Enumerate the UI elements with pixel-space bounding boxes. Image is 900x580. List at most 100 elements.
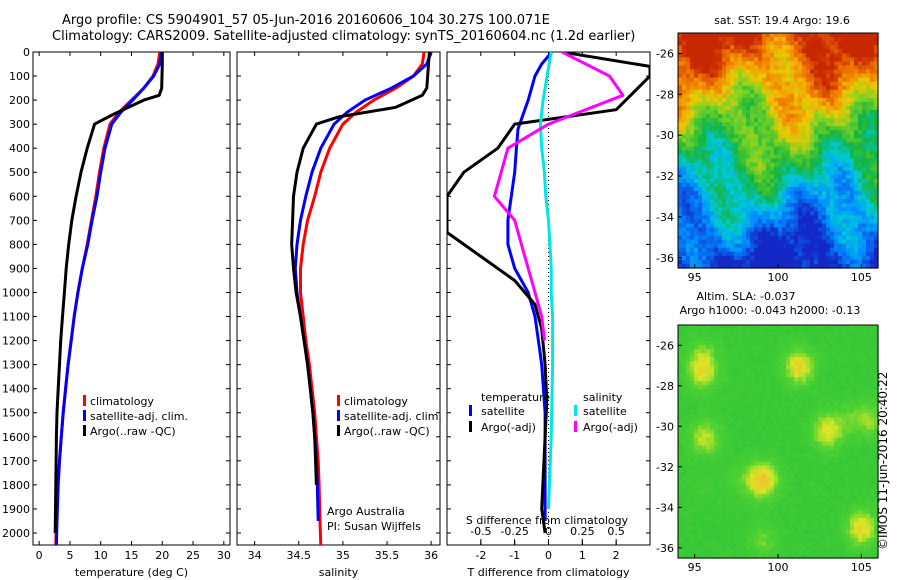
map-y-tick-label: -26 — [656, 339, 674, 352]
legend-label: climatology — [344, 395, 408, 408]
legend-swatch — [469, 421, 472, 432]
x-tick-label: 1 — [579, 549, 586, 562]
sla-map-panel: 95 100 105 -26 -28 -30 -32 -34 -36 Altim. SLA: -0… — [656, 290, 879, 574]
x2-axis-label: S difference from climatology — [466, 514, 629, 527]
y-tick-label: 1800 — [2, 479, 30, 492]
x2-tick-label: 0 — [545, 525, 552, 538]
legend-label: climatology — [90, 395, 154, 408]
y-tick-label: 0 — [23, 46, 30, 59]
plot-frame — [32, 51, 231, 546]
y-tick-label: 900 — [9, 262, 30, 275]
x-tick-label: 35 — [336, 549, 350, 562]
x2-tick-label: -0.25 — [500, 525, 528, 538]
series-line-3 — [492, 52, 625, 341]
y-tick-label: 1900 — [2, 503, 30, 516]
series-line-2 — [53, 52, 164, 534]
x-tick-label: 25 — [186, 549, 200, 562]
x-axis-label: temperature (deg C) — [75, 566, 188, 579]
difference-panel: -2 -1 0 1 2 T difference from climatology -0.5… — [446, 51, 651, 579]
annotation-text: Argo Australia — [327, 505, 405, 518]
map-x-tick-label: 95 — [688, 271, 702, 284]
title-line-1: Argo profile: CS 5904901_57 05-Jun-2016 … — [62, 13, 550, 28]
x-tick-label: 0 — [545, 549, 552, 562]
legend-swatch — [337, 425, 340, 436]
legend-label: temperature — [481, 391, 550, 404]
x-tick-label: -2 — [475, 549, 486, 562]
map-y-tick-label: -26 — [656, 47, 674, 60]
map-x-tick-label: 100 — [768, 561, 789, 574]
x2-tick-label: 0.5 — [607, 525, 625, 538]
map-x-tick-label: 95 — [688, 561, 702, 574]
x-axis-label: T difference from climatology — [467, 566, 630, 579]
map-title: sat. SST: 19.4 Argo: 19.6 — [714, 14, 850, 27]
y-tick-label: 600 — [9, 190, 30, 203]
x-tick-label: 2 — [613, 549, 620, 562]
x-tick-label: 15 — [125, 549, 139, 562]
map-y-tick-label: -32 — [656, 170, 674, 183]
map-y-tick-label: -36 — [656, 252, 674, 265]
plot-frame — [446, 51, 651, 546]
x-tick-label: 34.5 — [287, 549, 312, 562]
annotation-text: PI: Susan Wijffels — [327, 520, 421, 533]
map-x-tick-label: 105 — [851, 271, 872, 284]
y-tick-label: 1400 — [2, 383, 30, 396]
legend-swatch — [574, 405, 577, 416]
legend-swatch — [83, 410, 86, 421]
x2-tick-label: -0.5 — [470, 525, 491, 538]
y-tick-label: 1300 — [2, 359, 30, 372]
y-tick-label: 200 — [9, 94, 30, 107]
x-tick-label: 5 — [66, 549, 73, 562]
map-x-tick-label: 100 — [768, 271, 789, 284]
y-tick-label: 1700 — [2, 455, 30, 468]
legend-label: satellite-adj. clim. — [344, 410, 442, 423]
series-line-2 — [290, 52, 431, 485]
legend-label: Argo(..raw -QC) — [344, 425, 430, 438]
legend-label: satellite-adj. clim. — [90, 410, 188, 423]
x-tick-label: 0 — [36, 549, 43, 562]
map-y-tick-label: -30 — [656, 420, 674, 433]
legend-label: satellite — [481, 405, 525, 418]
series-line-1 — [447, 52, 650, 534]
x-tick-label: 35.5 — [375, 549, 400, 562]
series-line-2 — [538, 52, 555, 509]
map-y-tick-label: -34 — [656, 211, 674, 224]
x-tick-label: 30 — [217, 549, 231, 562]
series-line-0 — [299, 52, 426, 545]
y-tick-label: 100 — [9, 70, 30, 83]
x-tick-label: 36 — [424, 549, 438, 562]
legend-label: Argo(-adj) — [481, 421, 536, 434]
y-tick-label: 2000 — [2, 527, 30, 540]
plot-frame — [236, 51, 441, 546]
series-line-1 — [54, 52, 163, 545]
map-subtitle: Argo h1000: -0.043 h2000: -0.13 — [680, 304, 861, 317]
temperature-panel: 0100200300400500600700800900100011001200… — [2, 46, 231, 579]
x-tick-label: 10 — [94, 549, 108, 562]
legend-swatch — [337, 410, 340, 421]
salinity-panel: 34 34.5 35 35.5 36 salinity climatology satelli… — [236, 51, 442, 579]
y-tick-label: 1100 — [2, 311, 30, 324]
map-title: Altim. SLA: -0.037 — [696, 290, 795, 303]
map-y-tick-label: -28 — [656, 380, 674, 393]
legend-swatch — [83, 425, 86, 436]
map-y-tick-label: -34 — [656, 501, 674, 514]
y-tick-label: 700 — [9, 214, 30, 227]
sst-map-panel: 95 100 105 -26 -28 -30 -32 -34 -36 sat. SST: 19.4… — [656, 14, 879, 284]
legend-swatch — [574, 421, 577, 432]
legend-swatch — [83, 395, 86, 406]
y-tick-label: 1600 — [2, 431, 30, 444]
x-tick-label: 34 — [248, 549, 262, 562]
legend-label: Argo(..raw -QC) — [90, 425, 176, 438]
y-tick-label: 1200 — [2, 335, 30, 348]
legend-label: salinity — [583, 391, 623, 404]
y-tick-label: 800 — [9, 238, 30, 251]
map-y-tick-label: -36 — [656, 542, 674, 555]
legend-swatch — [337, 395, 340, 406]
legend-label: Argo(-adj) — [583, 421, 638, 434]
x-tick-label: -1 — [509, 549, 520, 562]
map-x-tick-label: 105 — [851, 561, 872, 574]
map-y-tick-label: -32 — [656, 461, 674, 474]
x-axis-label: salinity — [319, 566, 359, 579]
y-tick-label: 500 — [9, 166, 30, 179]
legend-swatch — [469, 405, 472, 416]
